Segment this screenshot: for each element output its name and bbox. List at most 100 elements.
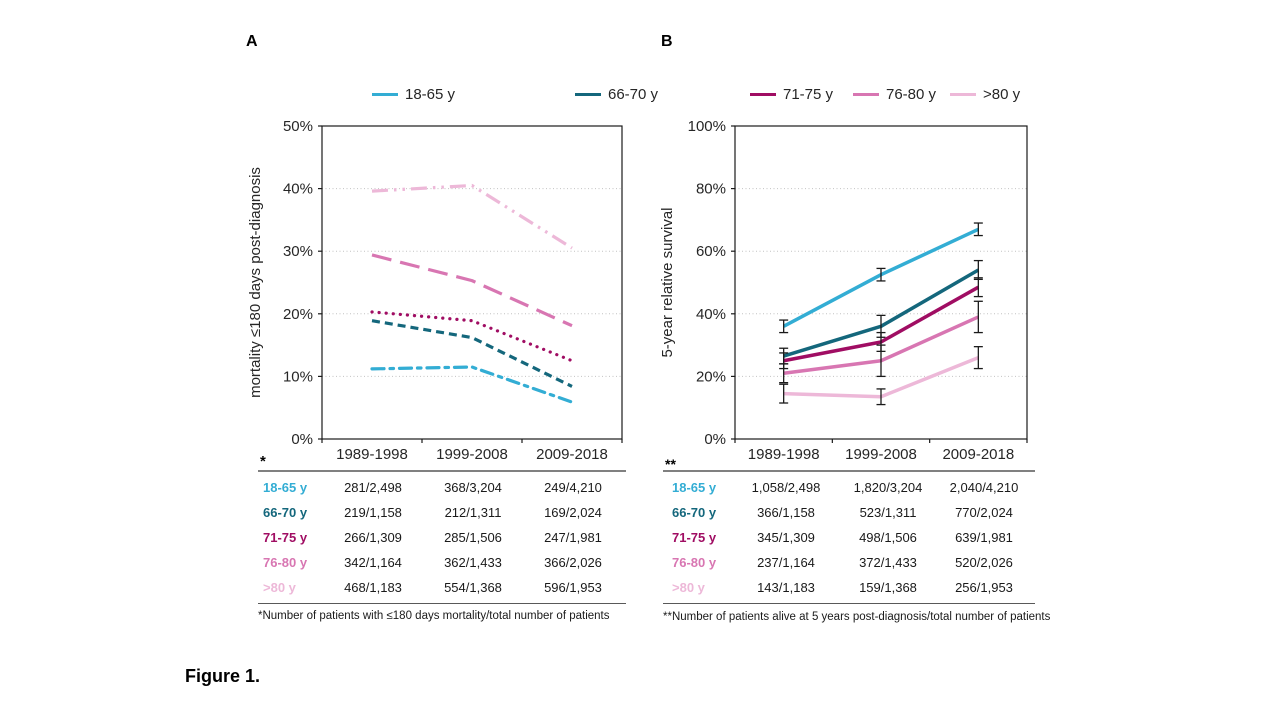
legend-label: 71-75 y (783, 85, 834, 103)
legend-label: >80 y (983, 85, 1021, 103)
table-cell: 266/1,309 (344, 530, 402, 545)
x-tick-label: 1989-1998 (748, 446, 820, 463)
y-tick-label: 20% (283, 306, 313, 323)
table-cell: 770/2,024 (955, 505, 1013, 520)
age-group-label: 18-65 y (263, 480, 308, 495)
table-cell: 342/1,164 (344, 555, 402, 570)
y-tick-label: 10% (283, 368, 313, 385)
x-tick-label: 2009-2018 (942, 446, 1014, 463)
error-bar (876, 388, 886, 406)
x-tick-label: 2009-2018 (536, 446, 608, 463)
error-bar (876, 267, 886, 282)
table-row: 66-70 y 366/1,158 523/1,311 770/2,024 (663, 500, 1035, 525)
age-group-label: 66-70 y (672, 505, 717, 520)
table-cell: 281/2,498 (344, 480, 402, 495)
legend-line-swatch-18-65 (372, 92, 398, 96)
table-cell: 1,820/3,204 (853, 480, 923, 495)
y-tick-label: 40% (283, 181, 313, 198)
table-cell: 212/1,311 (444, 505, 502, 520)
survival-line-chart: 0% 20% 40% 60% 80% 100% 1989-1998 1999-2008 2009… (659, 118, 1028, 463)
plot-border (321, 125, 623, 440)
legend-label: 18-65 y (405, 85, 456, 103)
table-cell: 596/1,953 (544, 580, 602, 595)
survival-data-table: 18-65 y 1,058/2,498 1,820/3,204 2,040/4,210… (663, 470, 1035, 604)
age-group-label: 76-80 y (672, 555, 717, 570)
series-line-18-65-y (370, 365, 574, 404)
legend-label: 66-70 y (608, 85, 659, 103)
table-cell: 498/1,506 (859, 530, 917, 545)
y-tick-label: 50% (283, 118, 313, 135)
table-cell: 520/2,026 (955, 555, 1013, 570)
panel-a-label: A (246, 33, 258, 50)
series-line--80-y (371, 183, 573, 250)
table-row: 76-80 y 237/1,164 372/1,433 520/2,026 (663, 550, 1035, 575)
table-row: 71-75 y 345/1,309 498/1,506 639/1,981 (663, 525, 1035, 550)
y-tick-label: 20% (696, 368, 726, 385)
table-cell: 368/3,204 (444, 480, 502, 495)
age-group-label: 76-80 y (263, 555, 308, 570)
table-row: >80 y 143/1,183 159/1,368 256/1,953 (663, 575, 1035, 600)
table-cell: 345/1,309 (757, 530, 815, 545)
table-cell: 639/1,981 (955, 530, 1013, 545)
table-a-footnote: *Number of patients with ≤180 days morta… (258, 610, 610, 622)
table-cell: 1,058/2,498 (751, 480, 821, 495)
table-row: 18-65 y 1,058/2,498 1,820/3,204 2,040/4,210 (663, 475, 1035, 500)
table-cell: 372/1,433 (859, 555, 917, 570)
table-row: >80 y 468/1,183 554/1,368 596/1,953 (258, 575, 626, 600)
table-cell: 256/1,953 (955, 580, 1013, 595)
age-group-label: 71-75 y (263, 530, 308, 545)
error-bar (973, 300, 983, 334)
table-cell: 468/1,183 (344, 580, 402, 595)
table-a-footnote-marker: * (260, 453, 266, 470)
error-bar (973, 277, 983, 298)
age-group-label: >80 y (672, 580, 705, 595)
table-cell: 554/1,368 (444, 580, 502, 595)
error-bar (876, 344, 886, 378)
mortality-data-table: 18-65 y 281/2,498 368/3,204 249/4,210 66-70 … (258, 470, 626, 604)
table-cell: 362/1,433 (444, 555, 502, 570)
error-bar (779, 363, 789, 384)
legend-item-76-80: 76-80 y (853, 84, 936, 104)
legend-item-18-65: 18-65 y (372, 84, 455, 104)
legend-line-swatch-66-70 (575, 92, 601, 96)
table-b-footnote-marker: ** (665, 456, 676, 472)
table-cell: 247/1,981 (544, 530, 602, 545)
error-bar (779, 319, 789, 334)
legend-line-swatch-over-80 (950, 92, 976, 96)
y-tick-label: 60% (696, 243, 726, 260)
series-line-76-80-y (371, 253, 573, 328)
y-tick-label: 80% (696, 181, 726, 198)
plot-border (734, 125, 1028, 440)
series-line-71-75-y (370, 310, 574, 363)
y-tick-label: 40% (696, 306, 726, 323)
table-row: 71-75 y 266/1,309 285/1,506 247/1,981 (258, 525, 626, 550)
legend-item-71-75: 71-75 y (750, 84, 833, 104)
panel-b-label: B (661, 33, 673, 50)
legend-item-over-80: >80 y (950, 84, 1020, 104)
legend-label: 76-80 y (886, 85, 937, 103)
legend-item-66-70: 66-70 y (575, 84, 658, 104)
legend-line-swatch-76-80 (853, 92, 879, 96)
y-tick-label: 0% (704, 431, 726, 448)
table-cell: 237/1,164 (757, 555, 815, 570)
y-tick-label: 30% (283, 243, 313, 260)
age-group-label: 71-75 y (672, 530, 717, 545)
age-group-label: >80 y (263, 580, 296, 595)
x-tick-label: 1999-2008 (845, 446, 917, 463)
age-group-label: 66-70 y (263, 505, 308, 520)
table-cell: 219/1,158 (344, 505, 402, 520)
y-tick-label: 0% (291, 431, 313, 448)
x-tick-label: 1999-2008 (436, 446, 508, 463)
table-row: 76-80 y 342/1,164 362/1,433 366/2,026 (258, 550, 626, 575)
table-cell: 285/1,506 (444, 530, 502, 545)
table-cell: 366/1,158 (757, 505, 815, 520)
table-row: 18-65 y 281/2,498 368/3,204 249/4,210 (258, 475, 626, 500)
table-cell: 249/4,210 (544, 480, 602, 495)
x-tick-label: 1989-1998 (336, 446, 408, 463)
table-b-rows: 18-65 y 1,058/2,498 1,820/3,204 2,040/4,210… (663, 472, 1035, 604)
table-b-footnote: **Number of patients alive at 5 years po… (663, 611, 1051, 623)
error-bar (779, 383, 789, 404)
figure-caption: Figure 1. (185, 666, 261, 686)
table-row: 66-70 y 219/1,158 212/1,311 169/2,024 (258, 500, 626, 525)
table-cell: 523/1,311 (859, 505, 917, 520)
